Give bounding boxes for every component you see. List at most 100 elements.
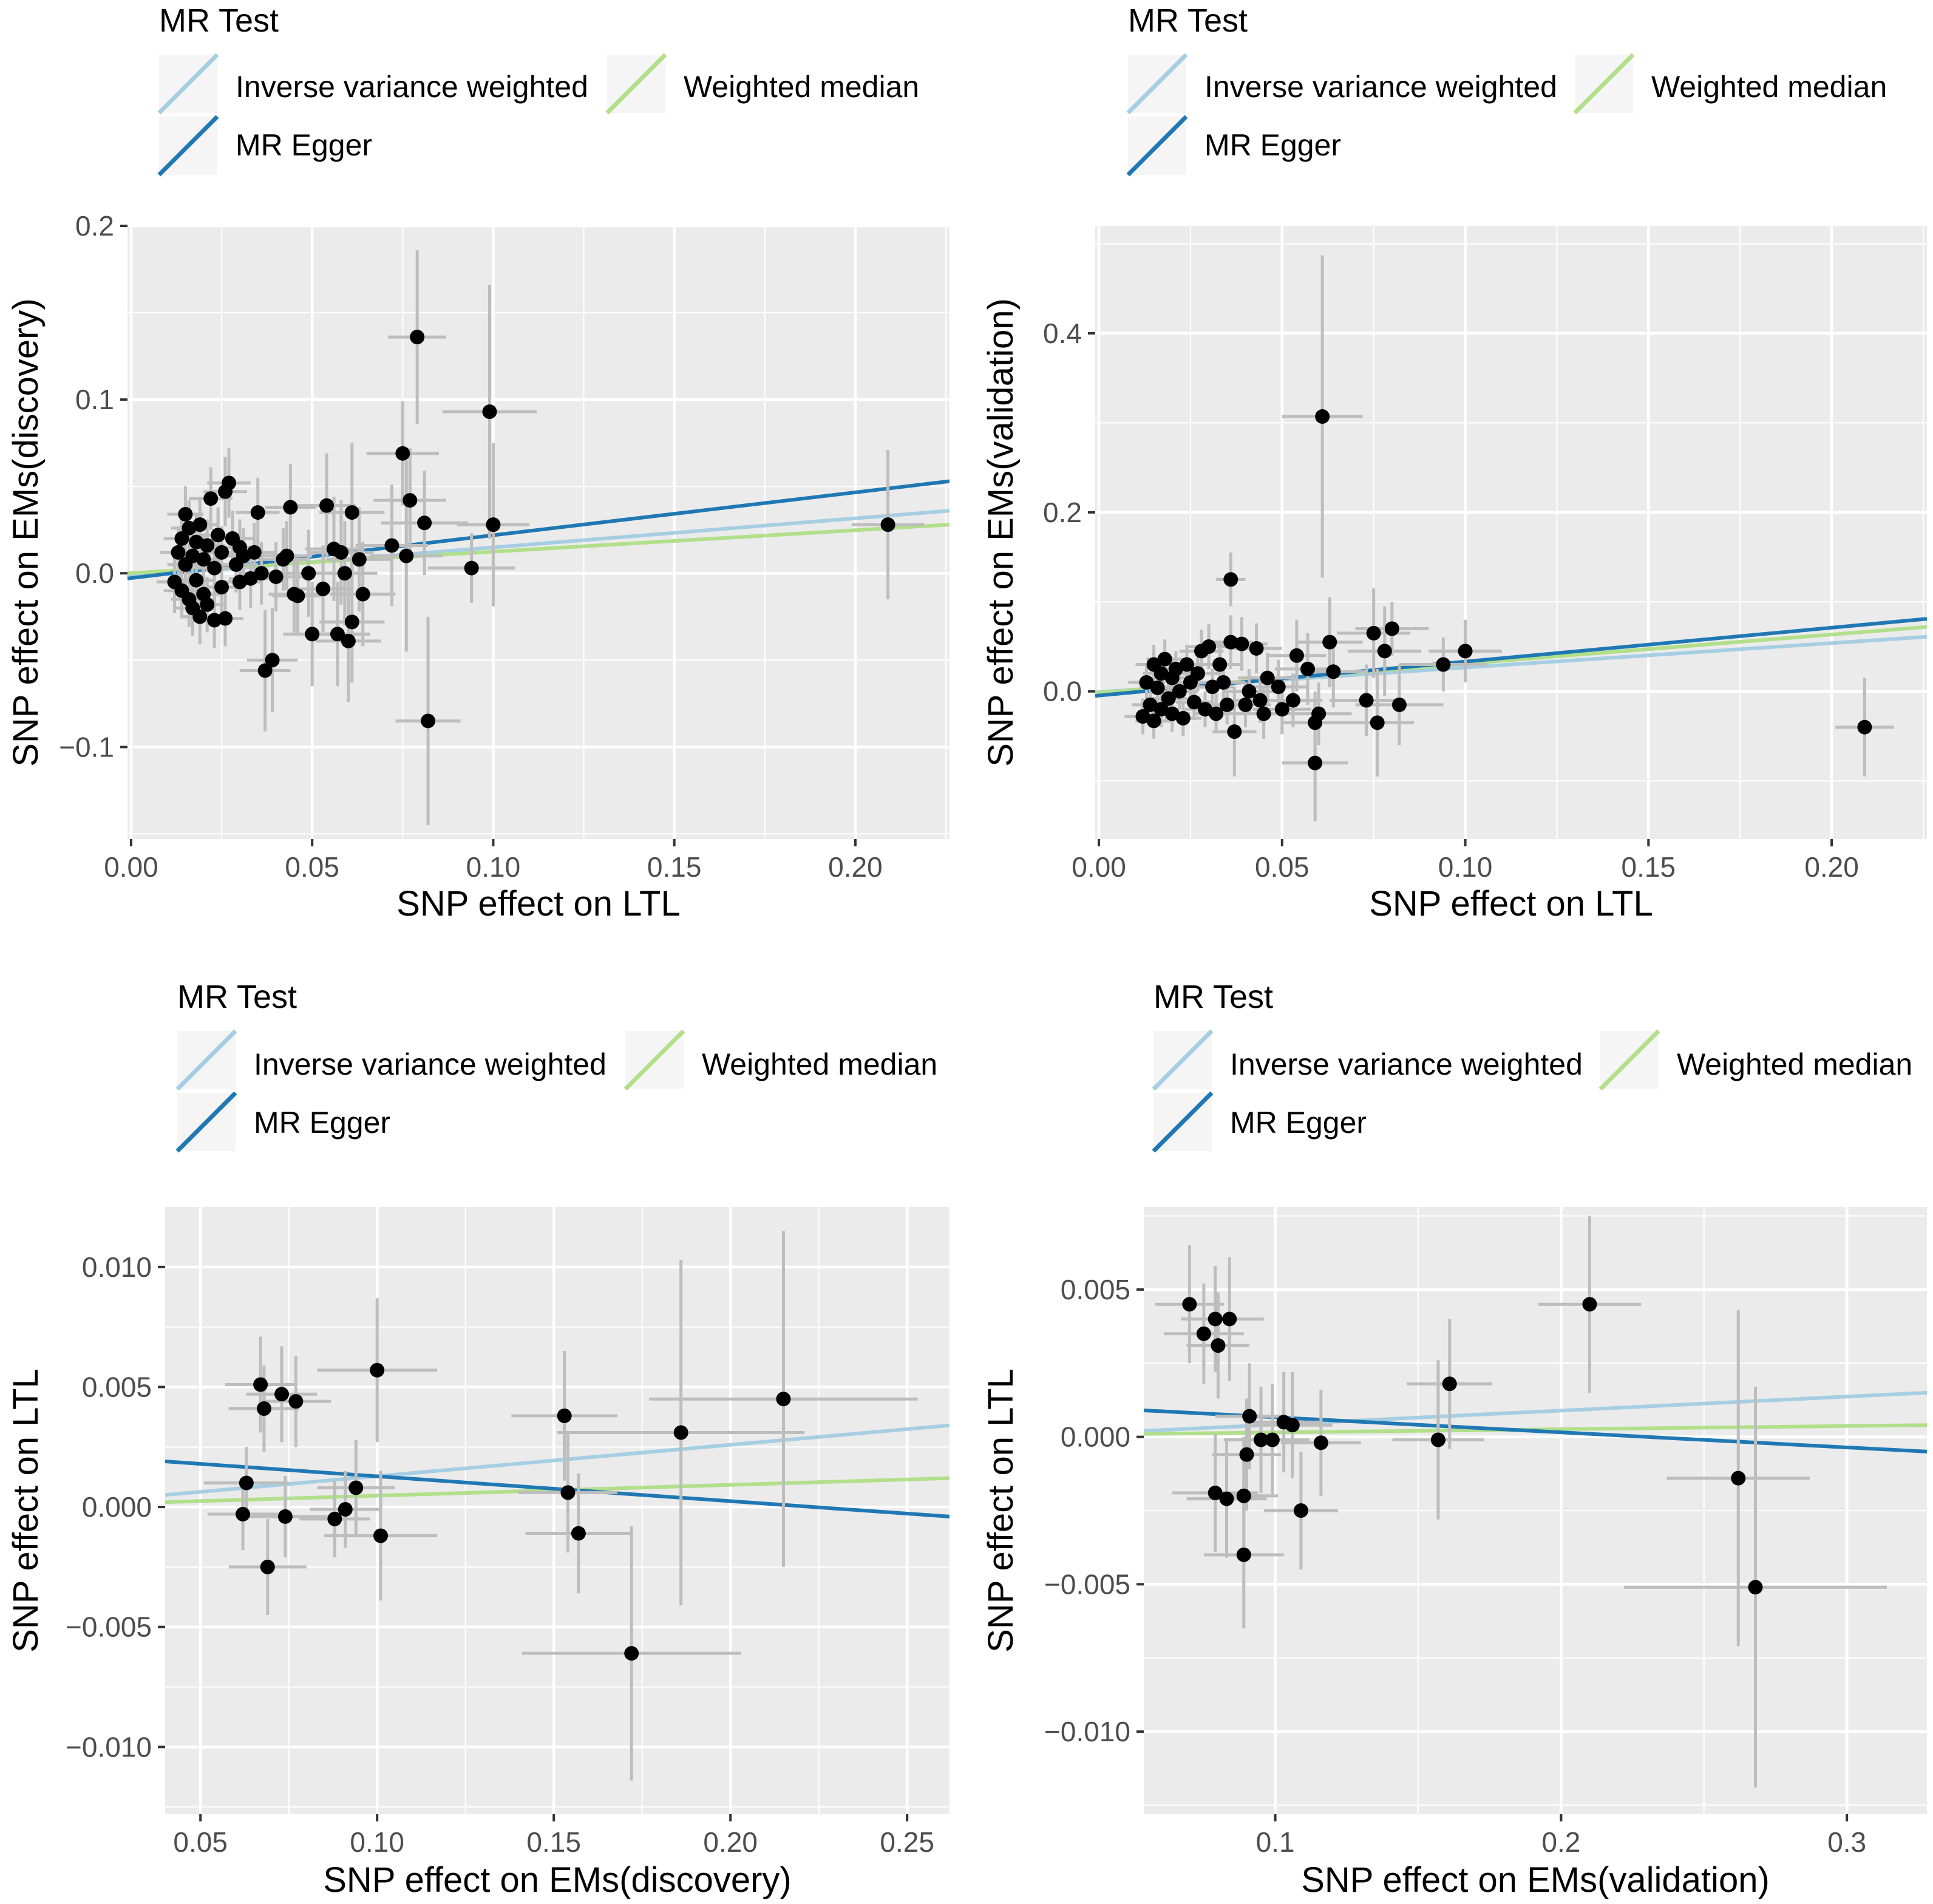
- legend-c: MR Test Inverse variance weighted Weight…: [175, 979, 937, 1153]
- panel-background: [1095, 226, 1927, 839]
- legend-egger-key: [1152, 1091, 1214, 1153]
- data-point: [1366, 625, 1381, 641]
- y-tick-label: −0.005: [1044, 1568, 1130, 1600]
- data-point: [1384, 621, 1399, 636]
- legend-ivw-key: [157, 53, 219, 115]
- x-tick-label: 0.15: [647, 851, 702, 883]
- y-tick-label: −0.005: [66, 1611, 152, 1643]
- data-point: [1315, 409, 1330, 424]
- data-point: [288, 1394, 304, 1409]
- data-point: [1186, 695, 1201, 710]
- data-point: [417, 515, 432, 531]
- plot-area: [165, 1207, 950, 1814]
- legend-egger-label: MR Egger: [236, 128, 372, 162]
- legend-ivw-label: Inverse variance weighted: [1230, 1047, 1583, 1081]
- data-point: [1260, 670, 1275, 685]
- data-point: [373, 1528, 389, 1543]
- data-point: [189, 573, 204, 588]
- data-point: [1313, 1435, 1328, 1450]
- data-point: [218, 611, 233, 626]
- x-tick-label: 0.3: [1827, 1826, 1866, 1858]
- data-point: [370, 1362, 385, 1378]
- legend-wmedian-label: Weighted median: [702, 1047, 937, 1081]
- data-point: [316, 581, 331, 596]
- data-point: [1285, 1418, 1300, 1433]
- regression-lines: [165, 1423, 950, 1518]
- data-points: [156, 250, 925, 826]
- data-points: [1155, 1216, 1887, 1788]
- data-point: [1442, 1376, 1457, 1392]
- x-tick-label: 0.05: [1255, 851, 1310, 883]
- data-point: [571, 1526, 586, 1541]
- data-point: [1216, 675, 1231, 690]
- data-point: [1731, 1470, 1746, 1486]
- y-tick-label: −0.010: [1044, 1716, 1130, 1747]
- data-point: [256, 1401, 271, 1416]
- y-axis-label: SNP effect on EMs(validation): [981, 298, 1021, 767]
- y-tick-label: −0.1: [59, 731, 114, 763]
- data-point: [1242, 684, 1257, 699]
- data-point: [624, 1646, 639, 1661]
- axes: 0.1 0.2 0.3 −0.010 −0.005 0.000 0.005: [1044, 1274, 1866, 1858]
- data-point: [464, 560, 479, 576]
- data-point: [1308, 755, 1323, 770]
- data-point: [196, 552, 211, 567]
- data-point: [1256, 706, 1271, 721]
- legend-title: MR Test: [1153, 979, 1273, 1015]
- y-tick-label: 0.000: [82, 1491, 152, 1523]
- data-point: [1359, 693, 1374, 708]
- data-point: [277, 1509, 293, 1524]
- x-tick-label: 0.2: [1541, 1826, 1580, 1858]
- legend-ivw-label: Inverse variance weighted: [254, 1047, 606, 1081]
- data-point: [395, 446, 410, 461]
- legend-egger-key: [1126, 115, 1188, 177]
- data-point: [200, 597, 215, 612]
- data-point: [341, 633, 356, 648]
- x-tick-label: 0.20: [828, 851, 883, 883]
- axes: 0.00 0.05 0.10 0.15 0.20 0.0 0.2 0.4: [1043, 318, 1859, 883]
- data-points: [1124, 255, 1894, 821]
- plot-area: [1143, 1207, 1928, 1814]
- panel-b: MR Test Inverse variance weighted Weight…: [981, 2, 1928, 923]
- data-point: [1135, 709, 1150, 724]
- y-tick-label: 0.010: [82, 1251, 152, 1283]
- data-point: [1153, 666, 1169, 681]
- data-point: [1458, 644, 1473, 659]
- x-tick-label: 0.1: [1256, 1826, 1295, 1858]
- legend-egger-key: [175, 1091, 237, 1153]
- x-axis-label: SNP effect on LTL: [1369, 884, 1653, 923]
- y-tick-label: 0.0: [1043, 676, 1082, 707]
- x-tick-label: 0.20: [1804, 851, 1859, 883]
- x-tick-label: 0.00: [1072, 851, 1126, 883]
- data-point: [1168, 661, 1183, 676]
- data-point: [327, 1511, 342, 1526]
- data-point: [1300, 661, 1316, 676]
- legend-egger-label: MR Egger: [1204, 128, 1341, 162]
- data-point: [1311, 706, 1327, 721]
- data-point: [1146, 713, 1161, 729]
- data-point: [1212, 657, 1228, 672]
- data-point: [1249, 641, 1264, 656]
- data-point: [330, 627, 345, 642]
- data-point: [1239, 1447, 1254, 1462]
- data-point: [1161, 691, 1176, 706]
- y-tick-label: −0.010: [66, 1731, 152, 1763]
- data-point: [254, 566, 269, 581]
- legend-title: MR Test: [159, 2, 279, 39]
- data-point: [1205, 679, 1220, 695]
- data-point: [673, 1425, 688, 1440]
- data-point: [207, 560, 222, 576]
- data-point: [1211, 1338, 1226, 1353]
- data-point: [1208, 1485, 1223, 1500]
- axes: 0.05 0.10 0.15 0.20 0.25 −0.010 −0.005 0.000 0.0…: [66, 1251, 934, 1858]
- legend-ivw-label: Inverse variance weighted: [1204, 70, 1557, 104]
- grid-lines: [1144, 1207, 1927, 1814]
- x-tick-label: 0.00: [104, 851, 158, 883]
- x-tick-label: 0.10: [1438, 851, 1493, 883]
- x-tick-label: 0.10: [350, 1826, 404, 1858]
- data-point: [1196, 1326, 1211, 1341]
- data-point: [1179, 657, 1194, 672]
- y-axis-label: SNP effect on LTL: [6, 1368, 46, 1653]
- data-point: [301, 566, 316, 581]
- data-point: [239, 1475, 254, 1491]
